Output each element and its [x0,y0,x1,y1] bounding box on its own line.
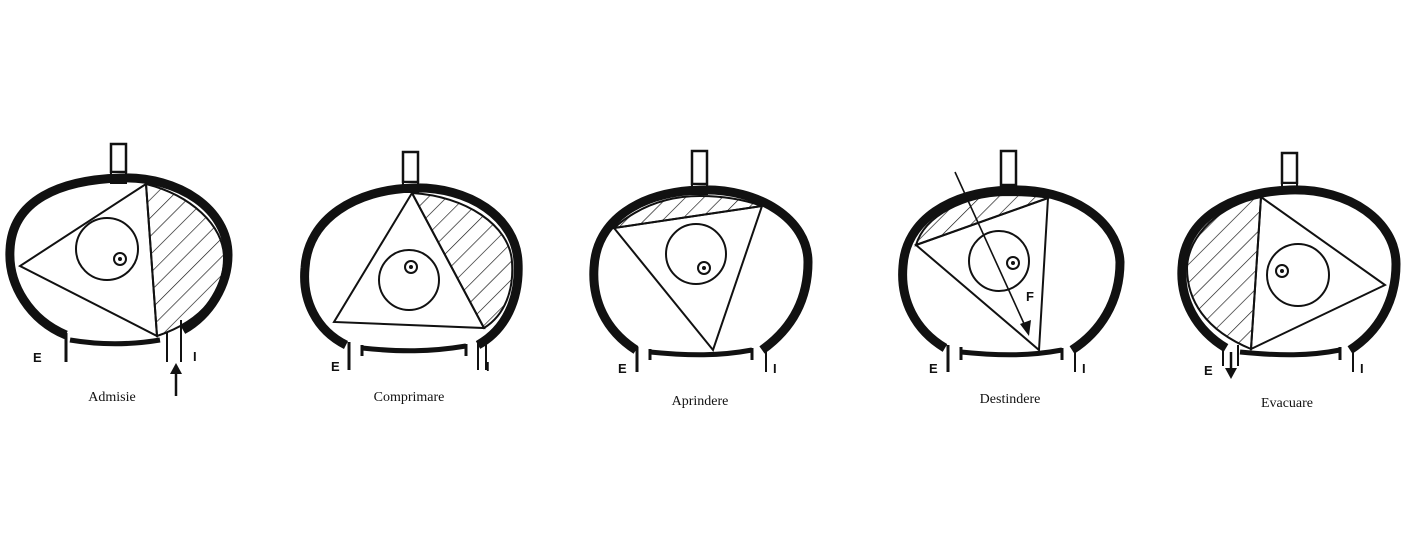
shaft-center-dot [1280,269,1284,273]
exhaust-flow-arrow [1225,352,1237,379]
exhaust-port-label: E [618,361,627,376]
intake-port [166,320,182,362]
intake-port-label: I [486,359,490,374]
port-block [347,342,487,370]
stage-aprindere: E I Aprindere [589,149,813,409]
combustion-chamber [144,182,226,338]
intake-port-label: I [773,361,777,376]
eccentric-shaft [665,223,727,285]
rotor-triangle [1249,195,1387,351]
eccentric-shaft [1266,243,1330,307]
shaft-center-ring [404,260,418,274]
combustion-chamber [610,194,763,230]
shaft-center-ring [113,252,127,266]
stage-evacuare: E I Evacuare [1177,151,1401,411]
force-label: F [1026,289,1034,304]
shaft-center-dot [702,266,706,270]
exhaust-port-label: E [33,350,42,365]
shaft-center-dot [1011,261,1015,265]
force-arrow [954,171,1031,336]
stage-caption: Comprimare [374,390,445,405]
shaft-center-ring [1275,264,1289,278]
port-block [64,333,161,362]
exhaust-port-label: E [331,359,340,374]
rotor-triangle [332,190,486,330]
eccentric-shaft [378,249,440,311]
shaft-center-ring [1006,256,1020,270]
intake-port-label: I [193,349,197,364]
stage-caption: Destindere [980,392,1041,407]
intake-port-label: I [1360,361,1364,376]
housing-wall [898,185,1125,354]
intake-flow-arrow [170,363,182,396]
eccentric-shaft [968,230,1030,292]
port-block [635,345,767,372]
exhaust-port-label: E [1204,363,1213,378]
combustion-chamber [410,191,514,330]
shaft-center-dot [118,257,122,261]
rotor-triangle [18,182,159,338]
stage-destindere: F E I Destindere [898,149,1125,407]
port-block [1222,345,1354,372]
rotor-triangle [612,204,764,353]
combustion-chamber [1185,195,1263,351]
rotor-triangle [914,196,1050,353]
housing-wall [300,183,523,350]
shaft-center-dot [409,265,413,269]
stage-comprimare: E I Comprimare [300,150,523,405]
housing-wall [5,173,233,340]
port-block [946,345,1076,372]
exhaust-port-label: E [929,361,938,376]
stage-caption: Evacuare [1261,396,1313,411]
stage-admisie: E I Admisie [5,142,233,405]
shaft-center-ring [697,261,711,275]
eccentric-shaft [75,217,139,281]
intake-port-label: I [1082,361,1086,376]
housing-wall [589,185,813,354]
stage-caption: Aprindere [672,394,729,409]
stage-caption: Admisie [88,390,135,405]
housing-wall [1177,185,1401,354]
